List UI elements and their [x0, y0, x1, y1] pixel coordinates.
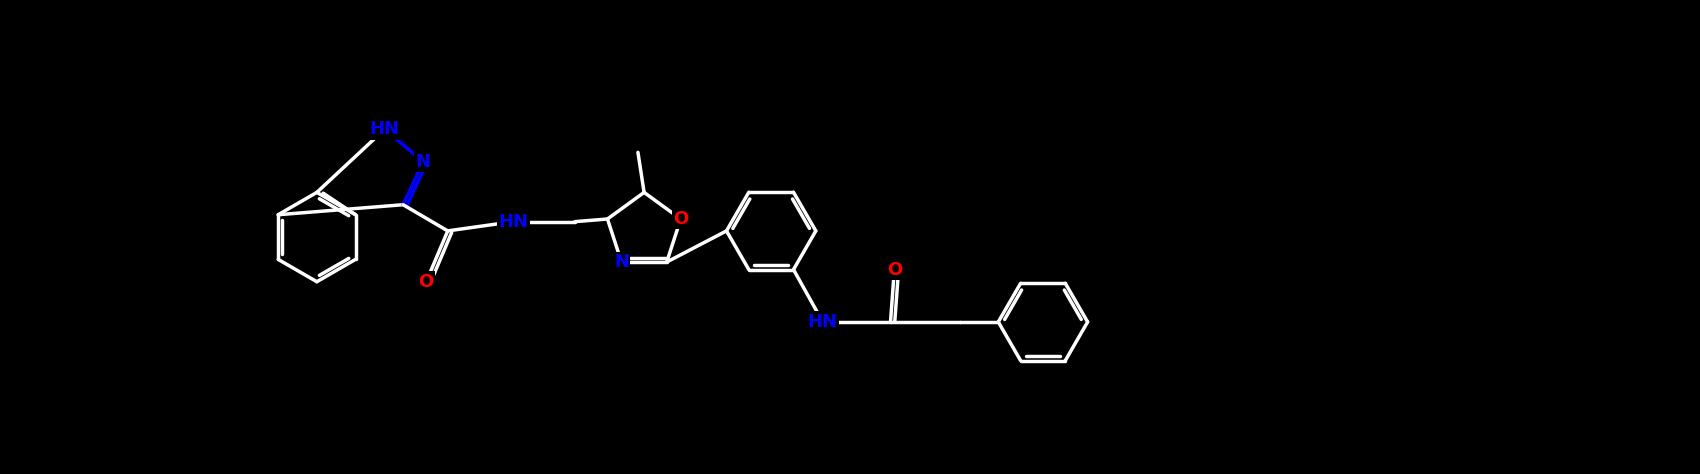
- Text: HN: HN: [498, 213, 529, 231]
- Text: N: N: [614, 253, 629, 271]
- Text: O: O: [673, 210, 689, 228]
- Text: O: O: [418, 273, 434, 291]
- Text: HN: HN: [808, 313, 838, 331]
- Text: HN: HN: [369, 120, 399, 138]
- Text: O: O: [887, 261, 903, 279]
- Text: N: N: [415, 153, 430, 171]
